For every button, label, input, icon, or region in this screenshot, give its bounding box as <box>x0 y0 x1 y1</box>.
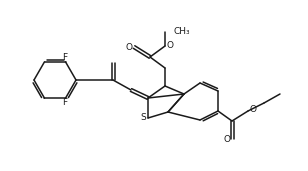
Text: O: O <box>224 135 230 143</box>
Text: O: O <box>249 106 257 115</box>
Text: O: O <box>167 42 173 50</box>
Text: F: F <box>62 98 67 107</box>
Text: O: O <box>125 43 132 51</box>
Text: S: S <box>140 114 146 122</box>
Text: CH₃: CH₃ <box>173 27 190 36</box>
Text: F: F <box>62 53 67 62</box>
